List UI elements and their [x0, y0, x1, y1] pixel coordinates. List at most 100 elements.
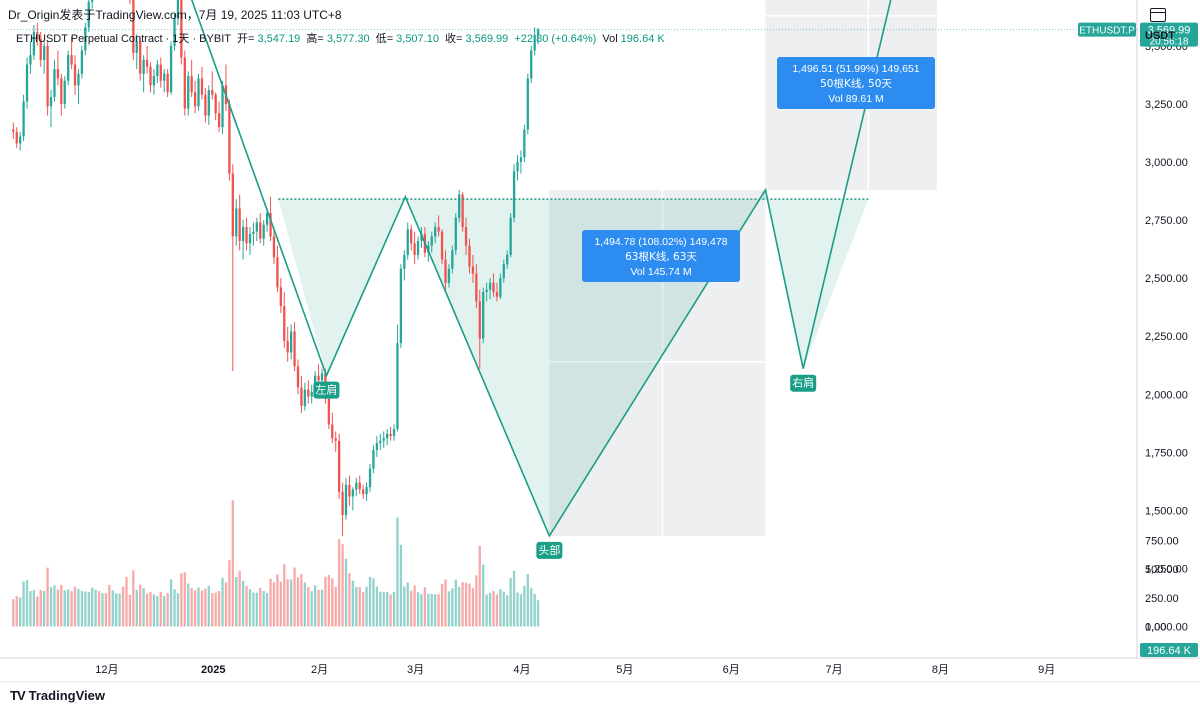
- volume-bar: [379, 591, 382, 627]
- volume-bar: [29, 591, 32, 627]
- volume-bar: [482, 564, 485, 627]
- volume-bar: [286, 579, 289, 627]
- volume-bar: [310, 591, 313, 627]
- volume-bar: [173, 589, 176, 627]
- close-value: 3,569.99: [465, 33, 509, 45]
- volume-bar: [362, 592, 365, 627]
- candle-body: [327, 398, 331, 425]
- candle-body: [348, 484, 351, 497]
- candle-body: [142, 59, 145, 74]
- volume-bar: [108, 584, 111, 627]
- pattern-fill: [278, 189, 869, 536]
- volume-bar: [437, 594, 440, 627]
- time-tick-label: 7月: [825, 664, 842, 676]
- volume-bar: [12, 599, 15, 627]
- candle-body: [444, 259, 447, 283]
- volume-bar: [386, 591, 389, 627]
- candle-body: [183, 57, 186, 109]
- candle-body: [39, 38, 42, 60]
- volume-bar: [320, 589, 324, 627]
- candle-body: [149, 66, 152, 86]
- volume-bar: [80, 590, 84, 627]
- candle-body: [471, 266, 475, 274]
- volume-bar: [485, 594, 488, 627]
- candle-body: [241, 227, 245, 241]
- head-label-bg: [536, 541, 563, 559]
- volume-bar: [416, 592, 420, 627]
- countdown-label: 20:56:18: [1150, 37, 1189, 48]
- last-price-badge: [1140, 22, 1198, 47]
- volume-bar: [255, 592, 258, 627]
- candle-body: [300, 387, 303, 406]
- volume-bar: [382, 591, 385, 627]
- volume-bar: [135, 589, 138, 627]
- volume-bar: [526, 574, 529, 627]
- time-tick-label: 3月: [407, 664, 424, 676]
- currency-label[interactable]: USDT: [1145, 30, 1175, 42]
- price-tick-label: 1,750.00: [1145, 447, 1188, 459]
- volume-bar: [22, 581, 25, 627]
- candle-body: [509, 217, 512, 255]
- high-value: 3,577.30: [326, 33, 370, 45]
- candle-body: [526, 78, 529, 130]
- candle-body: [22, 101, 25, 137]
- candle-body: [214, 94, 217, 114]
- open-value: 3,547.19: [257, 33, 301, 45]
- price-tick-label: 3,250.00: [1145, 99, 1188, 111]
- volume-bar: [351, 580, 355, 627]
- volume-bar: [39, 589, 42, 627]
- candle-body: [231, 173, 234, 237]
- candle-body: [245, 227, 248, 244]
- volume-bar: [458, 586, 461, 627]
- left-shoulder-label-bg: [313, 381, 340, 399]
- volume-bar: [63, 590, 66, 627]
- volume-bar: [128, 594, 132, 627]
- volume-bar: [180, 573, 183, 627]
- candle-body: [533, 34, 536, 51]
- price-tick-label: 2,000.00: [1145, 389, 1188, 401]
- calendar-icon[interactable]: [1150, 8, 1166, 22]
- volume-bar: [115, 593, 118, 627]
- volume-bar: [241, 580, 245, 627]
- candle-body: [454, 217, 457, 251]
- candle-body: [406, 229, 409, 255]
- candle-body: [77, 73, 80, 86]
- volume-bar: [451, 588, 454, 627]
- volume-bar: [331, 578, 334, 627]
- price-tick-label: 3,000.00: [1145, 157, 1188, 169]
- volume-bar: [166, 593, 169, 627]
- candle-body: [200, 78, 204, 95]
- candle-body: [475, 273, 478, 302]
- measurement-1-line2: 63根K线, 63天: [625, 250, 697, 263]
- candle-body: [530, 50, 533, 79]
- volume-bar: [475, 575, 478, 627]
- candle-body: [307, 389, 310, 397]
- volume-bar: [413, 585, 416, 627]
- candle-body: [461, 194, 464, 228]
- head-label: 头部: [538, 543, 560, 557]
- volume-bar: [163, 595, 166, 627]
- volume-bar: [523, 586, 526, 627]
- candle-body: [317, 375, 320, 381]
- volume-bar: [121, 586, 125, 627]
- candle-body: [310, 391, 313, 397]
- candle-body: [451, 250, 454, 269]
- candle-body: [523, 129, 526, 158]
- volume-bar: [464, 582, 468, 627]
- volume-bar: [183, 572, 186, 627]
- candle-body: [70, 55, 73, 65]
- candle-body: [15, 131, 18, 144]
- volume-bar: [214, 592, 217, 627]
- volume-bar: [104, 593, 108, 627]
- candle-body: [437, 227, 440, 232]
- volume-bar: [252, 592, 255, 627]
- volume-bar: [348, 573, 351, 627]
- symbol-name[interactable]: ETHUSDT Perpetual Contract · 1天 · BYBIT: [16, 33, 231, 45]
- candle-body: [495, 292, 499, 297]
- candle-body: [276, 257, 279, 288]
- candle-body: [87, 1, 90, 28]
- volume-bar: [94, 589, 97, 627]
- volume-bar: [25, 580, 29, 627]
